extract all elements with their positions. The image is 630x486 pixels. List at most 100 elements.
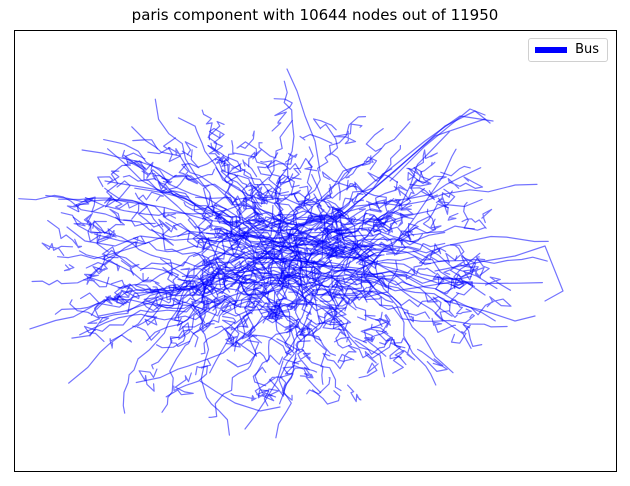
route-edge bbox=[230, 260, 246, 287]
route-edge bbox=[240, 253, 275, 285]
route-edge bbox=[450, 324, 471, 344]
route-edge bbox=[266, 179, 289, 200]
route-edge bbox=[254, 252, 330, 394]
route-edge bbox=[207, 134, 224, 156]
route-edge bbox=[181, 251, 245, 278]
route-edge bbox=[436, 275, 473, 290]
route-edge bbox=[269, 364, 308, 397]
route-edge bbox=[337, 345, 370, 363]
route-edge bbox=[203, 259, 286, 288]
route-edge bbox=[209, 207, 453, 317]
route-edge bbox=[236, 130, 257, 168]
route-edge bbox=[404, 223, 419, 237]
route-edge bbox=[461, 218, 487, 229]
route-edge bbox=[233, 245, 285, 352]
route-edge bbox=[225, 336, 241, 348]
route-edge bbox=[83, 273, 110, 288]
route-edge bbox=[364, 214, 397, 229]
route-edge bbox=[276, 174, 300, 188]
route-edge bbox=[332, 228, 349, 245]
route-edge bbox=[364, 337, 393, 364]
route-edge bbox=[334, 251, 377, 274]
route-edge bbox=[157, 284, 182, 304]
route-edge bbox=[177, 229, 200, 248]
route-edge bbox=[192, 298, 210, 315]
route-edge bbox=[422, 203, 449, 231]
route-edge bbox=[362, 260, 386, 277]
route-edge bbox=[319, 305, 352, 326]
route-edge bbox=[418, 243, 442, 265]
route-edge bbox=[279, 192, 321, 224]
route-edge bbox=[313, 193, 352, 258]
route-edge bbox=[192, 299, 294, 335]
route-edge bbox=[364, 314, 383, 327]
route-edge bbox=[109, 334, 132, 349]
route-edge bbox=[440, 165, 471, 177]
route-edge bbox=[443, 269, 473, 278]
route-edge bbox=[108, 198, 140, 220]
route-edge bbox=[362, 212, 393, 228]
route-edge bbox=[271, 316, 298, 337]
route-edge bbox=[481, 208, 493, 224]
route-edge bbox=[41, 242, 74, 256]
route-edge bbox=[455, 281, 473, 296]
route-edge bbox=[215, 154, 242, 172]
route-edge bbox=[122, 174, 230, 226]
route-edge bbox=[104, 180, 211, 217]
route-edge bbox=[298, 329, 336, 356]
route-edge bbox=[313, 118, 337, 131]
route-edge bbox=[238, 181, 277, 216]
route-edge bbox=[199, 380, 281, 412]
route-edge bbox=[293, 359, 322, 394]
route-edge bbox=[412, 250, 458, 264]
route-edge bbox=[327, 317, 350, 343]
route-edge bbox=[101, 235, 146, 256]
route-edge bbox=[142, 272, 160, 284]
route-edge bbox=[201, 195, 266, 272]
route-edge bbox=[309, 259, 327, 275]
route-edge bbox=[244, 360, 284, 430]
route-edge bbox=[369, 232, 394, 249]
route-edge bbox=[299, 133, 333, 144]
route-edge bbox=[320, 242, 374, 259]
route-edge bbox=[291, 228, 338, 246]
figure-title: paris component with 10644 nodes out of … bbox=[131, 6, 499, 24]
route-edge bbox=[335, 327, 352, 349]
route-edge bbox=[151, 218, 174, 246]
route-edge bbox=[165, 372, 194, 398]
route-edge bbox=[328, 236, 362, 260]
route-edge bbox=[132, 139, 158, 150]
route-edge bbox=[136, 326, 161, 341]
route-edge bbox=[123, 219, 156, 227]
route-edge bbox=[201, 109, 242, 224]
route-edge bbox=[250, 149, 262, 160]
route-edge bbox=[409, 175, 447, 201]
route-edge bbox=[78, 250, 291, 284]
route-edge bbox=[245, 212, 265, 223]
route-edge bbox=[311, 171, 341, 202]
route-edge bbox=[88, 259, 120, 278]
route-edge bbox=[215, 230, 259, 251]
route-edge bbox=[109, 208, 122, 224]
route-edge bbox=[450, 252, 481, 290]
route-edge bbox=[274, 261, 386, 378]
route-edge bbox=[72, 212, 93, 227]
route-edge bbox=[295, 323, 313, 342]
route-edge bbox=[485, 276, 512, 291]
route-edge bbox=[236, 317, 263, 344]
route-edge bbox=[276, 338, 311, 352]
route-edge bbox=[269, 204, 299, 240]
route-edge bbox=[213, 195, 243, 226]
route-edge bbox=[135, 289, 315, 384]
route-edge bbox=[398, 230, 416, 243]
route-edge bbox=[203, 274, 358, 306]
route-edge bbox=[138, 191, 164, 202]
route-edge bbox=[435, 188, 456, 208]
route-edge bbox=[314, 229, 330, 251]
route-edge bbox=[271, 98, 293, 132]
route-edge bbox=[216, 121, 411, 295]
route-edge bbox=[208, 127, 225, 139]
route-edge bbox=[149, 244, 297, 293]
route-edge bbox=[223, 274, 353, 296]
route-edge bbox=[243, 198, 266, 216]
